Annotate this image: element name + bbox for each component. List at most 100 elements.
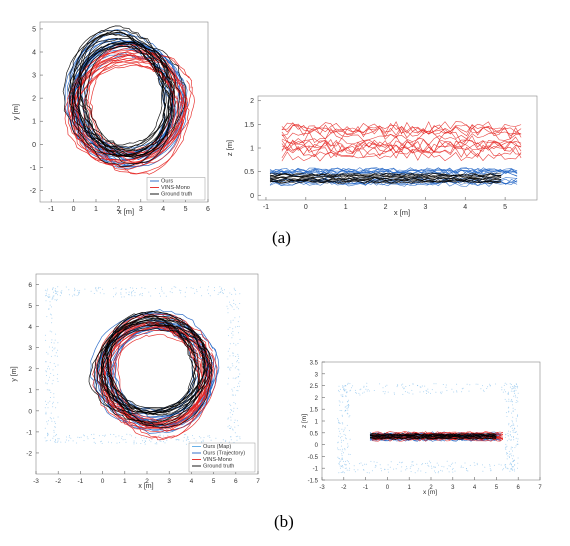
y-tick-label: -1 [30, 165, 36, 172]
y-tick-label: 0.5 [244, 169, 254, 176]
map-point [234, 419, 236, 421]
map-point [508, 450, 510, 452]
map-point [360, 462, 362, 464]
map-point [190, 287, 192, 289]
map-point [507, 393, 509, 394]
map-point [141, 436, 143, 438]
map-point [346, 469, 348, 471]
map-point [66, 436, 68, 438]
map-point [340, 394, 342, 396]
map-point [229, 292, 231, 294]
map-point [510, 463, 512, 465]
chart-a-left-svg: -1 0 1 2 3 4 5 6 -2 -1 0 1 2 3 4 5 x [m] y [m] OursVINS-Mo… [11, 21, 210, 216]
map-point [441, 470, 443, 472]
map-point [48, 294, 50, 296]
map-point [341, 414, 343, 416]
map-point [133, 443, 135, 445]
map-point [49, 439, 51, 441]
map-point [200, 437, 202, 439]
map-point [417, 384, 418, 386]
map-point [341, 415, 343, 417]
map-point [104, 434, 106, 436]
map-point [60, 291, 62, 293]
map-point [511, 425, 512, 427]
map-point [196, 291, 198, 293]
map-point [159, 292, 160, 294]
x-tick-label: 3 [167, 478, 171, 485]
map-point [57, 373, 59, 375]
legend-entry: Ours (Trajectory) [203, 451, 245, 457]
map-point [220, 288, 222, 290]
map-point [346, 405, 348, 407]
map-point [50, 342, 52, 344]
map-point [163, 292, 165, 294]
map-point [483, 390, 485, 392]
map-point [338, 472, 340, 474]
map-point [339, 388, 341, 390]
map-point [54, 288, 56, 290]
map-point [348, 406, 349, 408]
map-point [362, 469, 364, 471]
map-point [52, 288, 54, 290]
map-point [129, 434, 131, 436]
map-point [113, 296, 114, 298]
map-point [239, 436, 241, 438]
map-point [120, 293, 122, 295]
map-point [175, 286, 177, 288]
map-point [512, 430, 514, 432]
map-point [188, 441, 190, 443]
map-point [57, 294, 58, 296]
map-point [169, 291, 171, 293]
map-point [126, 433, 128, 435]
map-point [509, 386, 511, 388]
map-point [516, 383, 518, 385]
map-point [50, 418, 52, 420]
x-tick-label: 4 [161, 206, 165, 213]
map-point [412, 393, 414, 395]
map-point [342, 396, 344, 398]
map-point [412, 464, 414, 466]
x-tick-label: 0 [304, 204, 308, 211]
map-point [433, 383, 435, 385]
map-point [345, 437, 346, 439]
map-point [406, 468, 408, 470]
map-point [47, 434, 49, 436]
map-point [233, 303, 235, 304]
map-point [234, 367, 236, 369]
map-point [430, 462, 432, 464]
map-point [235, 344, 237, 346]
map-point [187, 436, 189, 438]
map-point [442, 384, 444, 385]
map-point [386, 384, 388, 386]
map-point [358, 392, 360, 394]
x-axis-label: x [m] [394, 208, 410, 217]
map-point [44, 289, 46, 291]
map-point [461, 388, 463, 390]
map-point [120, 292, 122, 294]
map-point [337, 456, 339, 458]
map-point [482, 464, 483, 466]
map-point [454, 462, 456, 464]
map-point [426, 462, 428, 464]
map-point [466, 470, 468, 471]
trajectory-line [281, 148, 522, 162]
map-point [236, 361, 238, 363]
map-point [342, 394, 344, 396]
map-point [90, 290, 92, 292]
map-point [452, 468, 454, 469]
y-tick-label: 2 [32, 96, 36, 103]
map-point [47, 402, 49, 404]
map-point [53, 393, 55, 395]
map-point [208, 286, 210, 288]
map-point [54, 299, 56, 301]
map-point [237, 376, 239, 378]
map-point [359, 389, 361, 391]
trajectory-line [369, 434, 497, 438]
map-point [171, 292, 173, 294]
map-point [140, 293, 142, 295]
map-point [467, 470, 469, 472]
map-point [510, 448, 512, 450]
map-point [489, 383, 491, 385]
map-point [508, 398, 510, 400]
map-point [52, 298, 54, 300]
